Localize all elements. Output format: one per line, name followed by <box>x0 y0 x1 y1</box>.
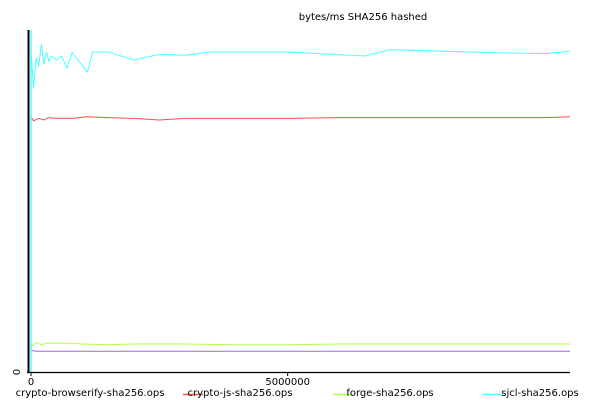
axes-layer <box>27 30 570 374</box>
legend-label-3: sjcl-sha256.ops <box>501 388 579 399</box>
legend: crypto-browserify-sha256.ops crypto-js-sh… <box>16 388 579 399</box>
series-layer <box>30 43 571 352</box>
series-line-0 <box>30 116 571 122</box>
series-line-2 <box>30 43 571 89</box>
legend-label-1: crypto-js-sha256.ops <box>188 388 293 399</box>
x-tick-label-0: 0 <box>28 377 34 388</box>
series-line-3 <box>30 349 570 352</box>
x-tick-label-1: 5000000 <box>265 377 310 388</box>
legend-label-0: crypto-browserify-sha256.ops <box>16 388 165 399</box>
chart-title: bytes/ms SHA256 hashed <box>299 12 428 23</box>
series-line-1 <box>30 341 570 347</box>
legend-label-2: forge-sha256.ops <box>346 388 433 399</box>
ticks-layer: 0 5000000 0 <box>12 369 310 388</box>
y-tick-label-0: 0 <box>12 369 23 375</box>
